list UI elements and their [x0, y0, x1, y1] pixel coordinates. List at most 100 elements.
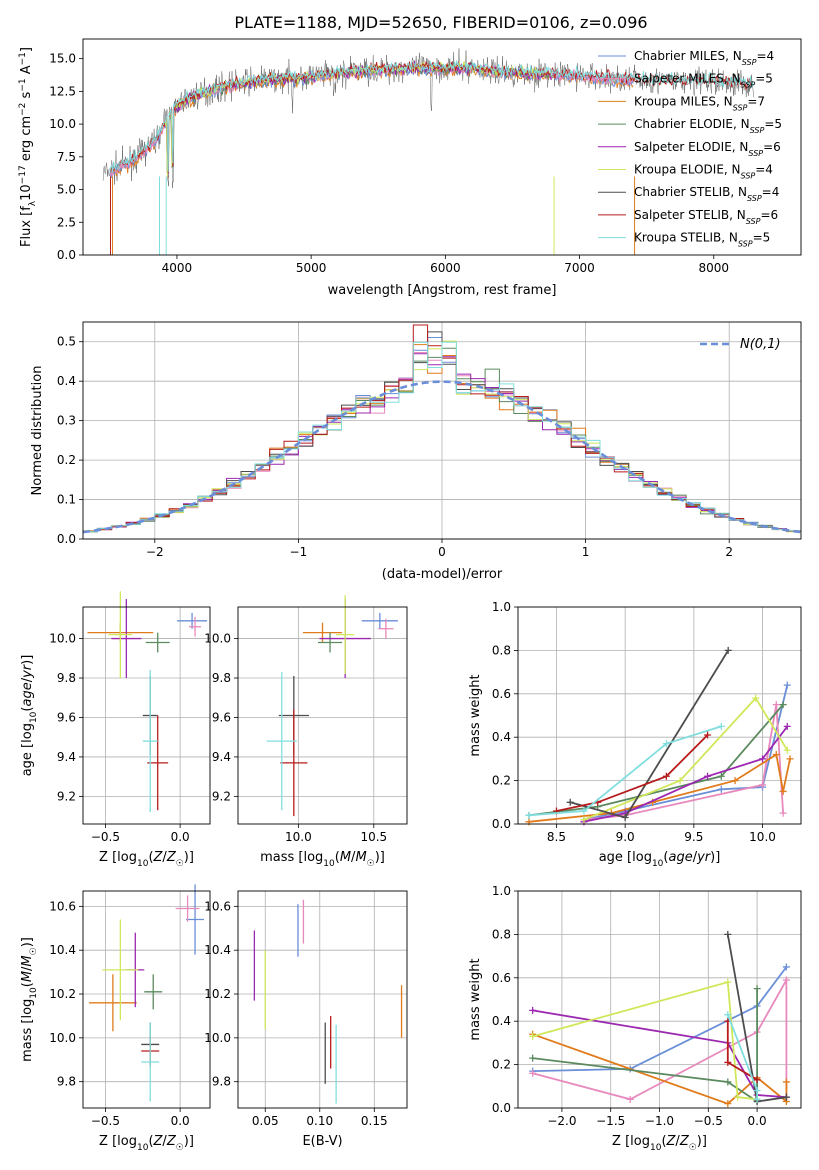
weight-marker-kroupa-miles [772, 751, 780, 759]
weight-marker-salpeter-elodie [783, 722, 791, 730]
x-tick-label: 0.05 [252, 1114, 279, 1128]
axes-frame [517, 890, 802, 1109]
x-tick-label: −0.5 [694, 1114, 723, 1128]
weight-vs-age-axes: 8.5 9.0 9.5 10.0 0.0 0.2 0.4 0.6 0.8 1.0 age [log1… [468, 600, 802, 869]
x-tick-label: 9.0 [616, 830, 635, 844]
weight-marker-salpeter-miles [782, 976, 790, 984]
weight-marker-salpeter-elodie [529, 1006, 537, 1014]
y-tick-label: 9.8 [57, 1075, 76, 1089]
figure-title: PLATE=1188, MJD=52650, FIBERID=0106, z=0… [234, 13, 647, 32]
weight-marker-salpeter-stelib [704, 731, 712, 739]
y-tick-label: 10.0 [49, 117, 76, 131]
legend-label-kroupa-miles: Kroupa MILES, NSSP=7 [634, 94, 765, 112]
weight-line-kroupa-elodie [583, 696, 789, 821]
weight-marker-kroupa-elodie [580, 816, 588, 824]
weight-marker-salpeter-miles [772, 701, 780, 709]
legend: Chabrier MILES, NSSP=4 Salpeter MILES, NS… [598, 49, 782, 248]
weight-marker-kroupa-stelib [717, 722, 725, 730]
mass-vs-Z-axes: −0.5 0.0 9.8 10.0 10.2 10.4 10.6 Z [log10(Z/Z☉)… [20, 884, 211, 1153]
y-tick-label: 0.2 [57, 453, 76, 467]
y-tick-label: 0.8 [492, 927, 511, 941]
y-tick-label: 10.0 [49, 1031, 76, 1045]
weight-marker-kroupa-stelib [753, 1095, 761, 1103]
x-axis-label: Z [log10(Z/Z☉)] [612, 1134, 707, 1153]
legend-label-kroupa-elodie: Kroupa ELODIE, NSSP=4 [634, 163, 773, 181]
legend-label-salpeter-miles: Salpeter MILES, NSSP=5 [634, 72, 773, 90]
legend-label-kroupa-stelib: Kroupa STELIB, NSSP=5 [634, 231, 770, 249]
weight-marker-salpeter-stelib [724, 1058, 732, 1066]
y-tick-label: 0.4 [492, 1014, 511, 1028]
x-axis-label: age [log10(age/yr)] [599, 850, 721, 869]
weight-marker-kroupa-elodie [783, 746, 791, 754]
weight-marker-chabrier-stelib [782, 1093, 790, 1101]
x-tick-label: 9.5 [684, 830, 703, 844]
y-tick-label: 9.2 [57, 789, 76, 803]
weight-line-chabrier-elodie [528, 704, 784, 817]
weight-line-kroupa-elodie [532, 980, 758, 1101]
y-tick-label: 9.8 [212, 1075, 231, 1089]
x-tick-label: −2.0 [547, 1114, 576, 1128]
weight-marker-chabrier-miles [782, 963, 790, 971]
y-tick-label: 10.4 [204, 943, 231, 957]
weight-marker-kroupa-miles [786, 755, 794, 763]
axes-frame [237, 606, 408, 825]
x-tick-label: 0.0 [171, 1114, 190, 1128]
y-tick-label: 0.0 [57, 248, 76, 262]
spectrum-lines [102, 48, 755, 255]
legend-label-salpeter-stelib: Salpeter STELIB, NSSP=6 [634, 208, 778, 226]
x-axis-label: (data-model)/error [382, 567, 503, 582]
weight-marker-kroupa-miles [724, 1100, 732, 1108]
x-tick-label: −0.5 [91, 1114, 120, 1128]
y-axis-label: mass [log10(M/M☉)] [20, 937, 39, 1062]
x-tick-label: 7000 [564, 261, 595, 275]
y-tick-label: 12.5 [49, 84, 76, 98]
age-vs-mass-axes: 10.0 10.5 9.2 9.4 9.6 9.8 10.0 mass [log10(M/M☉… [204, 595, 408, 869]
weight-line-chabrier-elodie [532, 988, 758, 1104]
y-tick-label: 9.8 [57, 671, 76, 685]
x-axis-label: Z [log10(Z/Z☉)] [99, 1134, 194, 1153]
y-tick-label: 9.4 [212, 750, 231, 764]
x-tick-label: 10.0 [285, 830, 312, 844]
weight-marker-chabrier-elodie [779, 701, 787, 709]
y-axis-label: mass weight [468, 674, 483, 756]
weight-marker-kroupa-miles [779, 787, 787, 795]
axes-frame [517, 606, 802, 825]
weight-marker-chabrier-stelib [566, 798, 574, 806]
x-tick-label: 0.15 [361, 1114, 388, 1128]
histogram-kroupa-stelib [83, 341, 801, 534]
x-tick-label: 0.0 [748, 1114, 767, 1128]
y-tick-label: 15.0 [49, 52, 76, 66]
y-tick-label: 0.6 [492, 687, 511, 701]
y-tick-label: 10.6 [204, 899, 231, 913]
weight-marker-salpeter-miles [759, 781, 767, 789]
y-tick-label: 2.5 [57, 215, 76, 229]
weight-marker-chabrier-miles [717, 785, 725, 793]
y-tick-label: 10.2 [204, 987, 231, 1001]
weight-marker-kroupa-elodie [676, 777, 684, 785]
weight-marker-kroupa-miles [731, 777, 739, 785]
x-tick-label: −1.0 [645, 1114, 674, 1128]
weight-marker-chabrier-elodie [529, 1054, 537, 1062]
y-axis-label: mass weight [468, 958, 483, 1040]
weight-marker-chabrier-stelib [724, 930, 732, 938]
y-tick-label: 9.4 [57, 750, 76, 764]
y-axis-label: age [log10(age/yr)] [20, 655, 39, 777]
x-tick-label: −0.5 [91, 830, 120, 844]
y-tick-label: 0.6 [492, 971, 511, 985]
spectrum-axes: 4000 5000 6000 7000 8000 0.0 2.5 5.0 7.5 10.0 12.5… [18, 38, 802, 298]
legend-label-salpeter-elodie: Salpeter ELODIE, NSSP=6 [634, 140, 781, 158]
y-tick-label: 0.5 [57, 335, 76, 349]
x-tick-label: 5000 [296, 261, 327, 275]
weight-marker-kroupa-elodie [529, 1032, 537, 1040]
y-tick-label: 10.0 [204, 1031, 231, 1045]
weight-marker-kroupa-miles [782, 1078, 790, 1086]
y-tick-label: 9.8 [212, 671, 231, 685]
x-tick-label: 10.0 [749, 830, 776, 844]
weight-vs-Z-axes: −2.0 −1.5 −1.0 −0.5 0.0 0.0 0.2 0.4 0.6 0.8 1.0 Z [… [468, 884, 802, 1153]
plot-group: 4000 5000 6000 7000 80000.02.55.07.510.012.5… [18, 38, 802, 1153]
y-tick-label: 10.2 [49, 987, 76, 1001]
x-axis-label: Z [log10(Z/Z☉)] [99, 850, 194, 869]
y-axis-label: Flux [fλ10−17 erg cm−2 s−1 A−1] [18, 47, 38, 247]
legend-label-chabrier-elodie: Chabrier ELODIE, NSSP=5 [634, 117, 782, 135]
